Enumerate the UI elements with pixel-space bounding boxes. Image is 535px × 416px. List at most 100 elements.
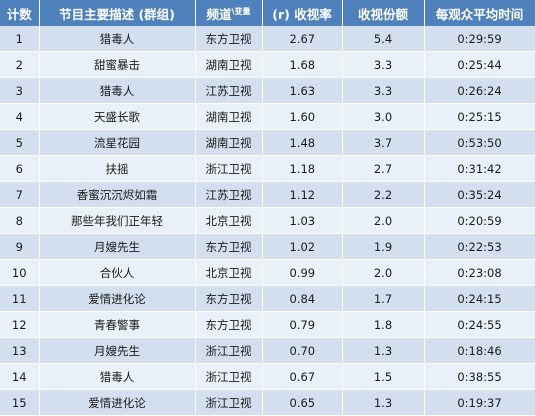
cell-program: 爱情进化论	[39, 285, 196, 312]
header-rank: 计数	[0, 0, 40, 26]
cell-rank: 7	[0, 181, 40, 208]
cell-share: 3.3	[342, 51, 425, 78]
cell-avg-time: 0:25:44	[424, 51, 535, 78]
cell-rank: 5	[0, 129, 40, 156]
cell-share: 3.7	[342, 129, 425, 156]
cell-avg-time: 0:31:42	[424, 155, 535, 182]
header-share: 收视份额	[342, 0, 425, 26]
cell-rank: 1	[0, 26, 40, 52]
cell-rating: 1.03	[262, 207, 343, 234]
cell-share: 1.3	[342, 337, 425, 364]
cell-rating: 0.65	[262, 389, 343, 416]
cell-rating: 1.18	[262, 155, 343, 182]
cell-channel: 浙江卫视	[195, 389, 263, 416]
cell-avg-time: 0:38:55	[424, 363, 535, 390]
cell-share: 1.5	[342, 363, 425, 390]
cell-rank: 4	[0, 103, 40, 130]
cell-rating: 1.48	[262, 129, 343, 156]
cell-program: 合伙人	[39, 259, 196, 286]
cell-rating: 1.02	[262, 233, 343, 260]
cell-program: 那些年我们正年轻	[39, 207, 196, 234]
table-row: 10 合伙人 北京卫视 0.99 2.0 0:23:08	[0, 259, 535, 286]
cell-rank: 14	[0, 363, 40, 390]
cell-rank: 12	[0, 311, 40, 338]
cell-channel: 湖南卫视	[195, 129, 263, 156]
cell-avg-time: 0:35:24	[424, 181, 535, 208]
cell-channel: 湖南卫视	[195, 103, 263, 130]
cell-rank: 6	[0, 155, 40, 182]
cell-share: 1.8	[342, 311, 425, 338]
cell-avg-time: 0:20:59	[424, 207, 535, 234]
cell-channel: 东方卫视	[195, 26, 263, 52]
cell-avg-time: 0:25:15	[424, 103, 535, 130]
cell-channel: 北京卫视	[195, 259, 263, 286]
cell-avg-time: 0:22:53	[424, 233, 535, 260]
cell-channel: 北京卫视	[195, 207, 263, 234]
cell-program: 月嫂先生	[39, 233, 196, 260]
cell-share: 1.9	[342, 233, 425, 260]
header-program: 节目主要描述 (群组)	[39, 0, 196, 26]
header-channel-suffix: \变量	[231, 6, 251, 16]
table-row: 2 甜蜜暴击 湖南卫视 1.68 3.3 0:25:44	[0, 51, 535, 78]
cell-share: 3.3	[342, 77, 425, 104]
cell-avg-time: 0:29:59	[424, 26, 535, 52]
cell-program: 香蜜沉沉烬如霜	[39, 181, 196, 208]
cell-rank: 15	[0, 389, 40, 416]
cell-rank: 2	[0, 51, 40, 78]
cell-avg-time: 0:53:50	[424, 129, 535, 156]
cell-avg-time: 0:23:08	[424, 259, 535, 286]
cell-share: 1.7	[342, 285, 425, 312]
cell-program: 流星花园	[39, 129, 196, 156]
cell-share: 2.0	[342, 259, 425, 286]
cell-rank: 13	[0, 337, 40, 364]
table-row: 9 月嫂先生 东方卫视 1.02 1.9 0:22:53	[0, 233, 535, 260]
cell-rating: 0.84	[262, 285, 343, 312]
cell-program: 猎毒人	[39, 26, 196, 52]
header-row: 计数 节目主要描述 (群组) 频道\变量 (r) 收视率 收视份额 每观众平均时…	[0, 0, 535, 26]
table-row: 8 那些年我们正年轻 北京卫视 1.03 2.0 0:20:59	[0, 207, 535, 234]
table-row: 1 猎毒人 东方卫视 2.67 5.4 0:29:59	[0, 26, 535, 52]
header-avg-time: 每观众平均时间	[424, 0, 535, 26]
table-row: 6 扶摇 浙江卫视 1.18 2.7 0:31:42	[0, 155, 535, 182]
cell-share: 1.3	[342, 389, 425, 416]
cell-avg-time: 0:24:15	[424, 285, 535, 312]
cell-rank: 11	[0, 285, 40, 312]
cell-rating: 0.99	[262, 259, 343, 286]
header-channel-label: 频道	[206, 6, 232, 22]
cell-rank: 10	[0, 259, 40, 286]
table-row: 15 爱情进化论 浙江卫视 0.65 1.3 0:19:37	[0, 389, 535, 416]
cell-rating: 1.63	[262, 77, 343, 104]
cell-share: 2.2	[342, 181, 425, 208]
cell-channel: 浙江卫视	[195, 155, 263, 182]
cell-program: 青春警事	[39, 311, 196, 338]
cell-avg-time: 0:18:46	[424, 337, 535, 364]
cell-rating: 0.79	[262, 311, 343, 338]
cell-program: 甜蜜暴击	[39, 51, 196, 78]
cell-channel: 江苏卫视	[195, 181, 263, 208]
cell-rank: 9	[0, 233, 40, 260]
cell-channel: 东方卫视	[195, 233, 263, 260]
cell-share: 3.0	[342, 103, 425, 130]
cell-program: 扶摇	[39, 155, 196, 182]
cell-avg-time: 0:24:55	[424, 311, 535, 338]
table-row: 5 流星花园 湖南卫视 1.48 3.7 0:53:50	[0, 129, 535, 156]
cell-channel: 浙江卫视	[195, 363, 263, 390]
cell-rank: 8	[0, 207, 40, 234]
cell-program: 猎毒人	[39, 77, 196, 104]
cell-channel: 湖南卫视	[195, 51, 263, 78]
table-row: 4 天盛长歌 湖南卫视 1.60 3.0 0:25:15	[0, 103, 535, 130]
cell-channel: 东方卫视	[195, 285, 263, 312]
cell-avg-time: 0:19:37	[424, 389, 535, 416]
cell-channel: 浙江卫视	[195, 337, 263, 364]
cell-rating: 2.67	[262, 26, 343, 52]
cell-rank: 3	[0, 77, 40, 104]
cell-rating: 1.60	[262, 103, 343, 130]
cell-program: 天盛长歌	[39, 103, 196, 130]
table-row: 12 青春警事 东方卫视 0.79 1.8 0:24:55	[0, 311, 535, 338]
table-row: 3 猎毒人 江苏卫视 1.63 3.3 0:26:24	[0, 77, 535, 104]
cell-channel: 江苏卫视	[195, 77, 263, 104]
cell-rating: 0.70	[262, 337, 343, 364]
table-row: 14 猎毒人 浙江卫视 0.67 1.5 0:38:55	[0, 363, 535, 390]
cell-avg-time: 0:26:24	[424, 77, 535, 104]
